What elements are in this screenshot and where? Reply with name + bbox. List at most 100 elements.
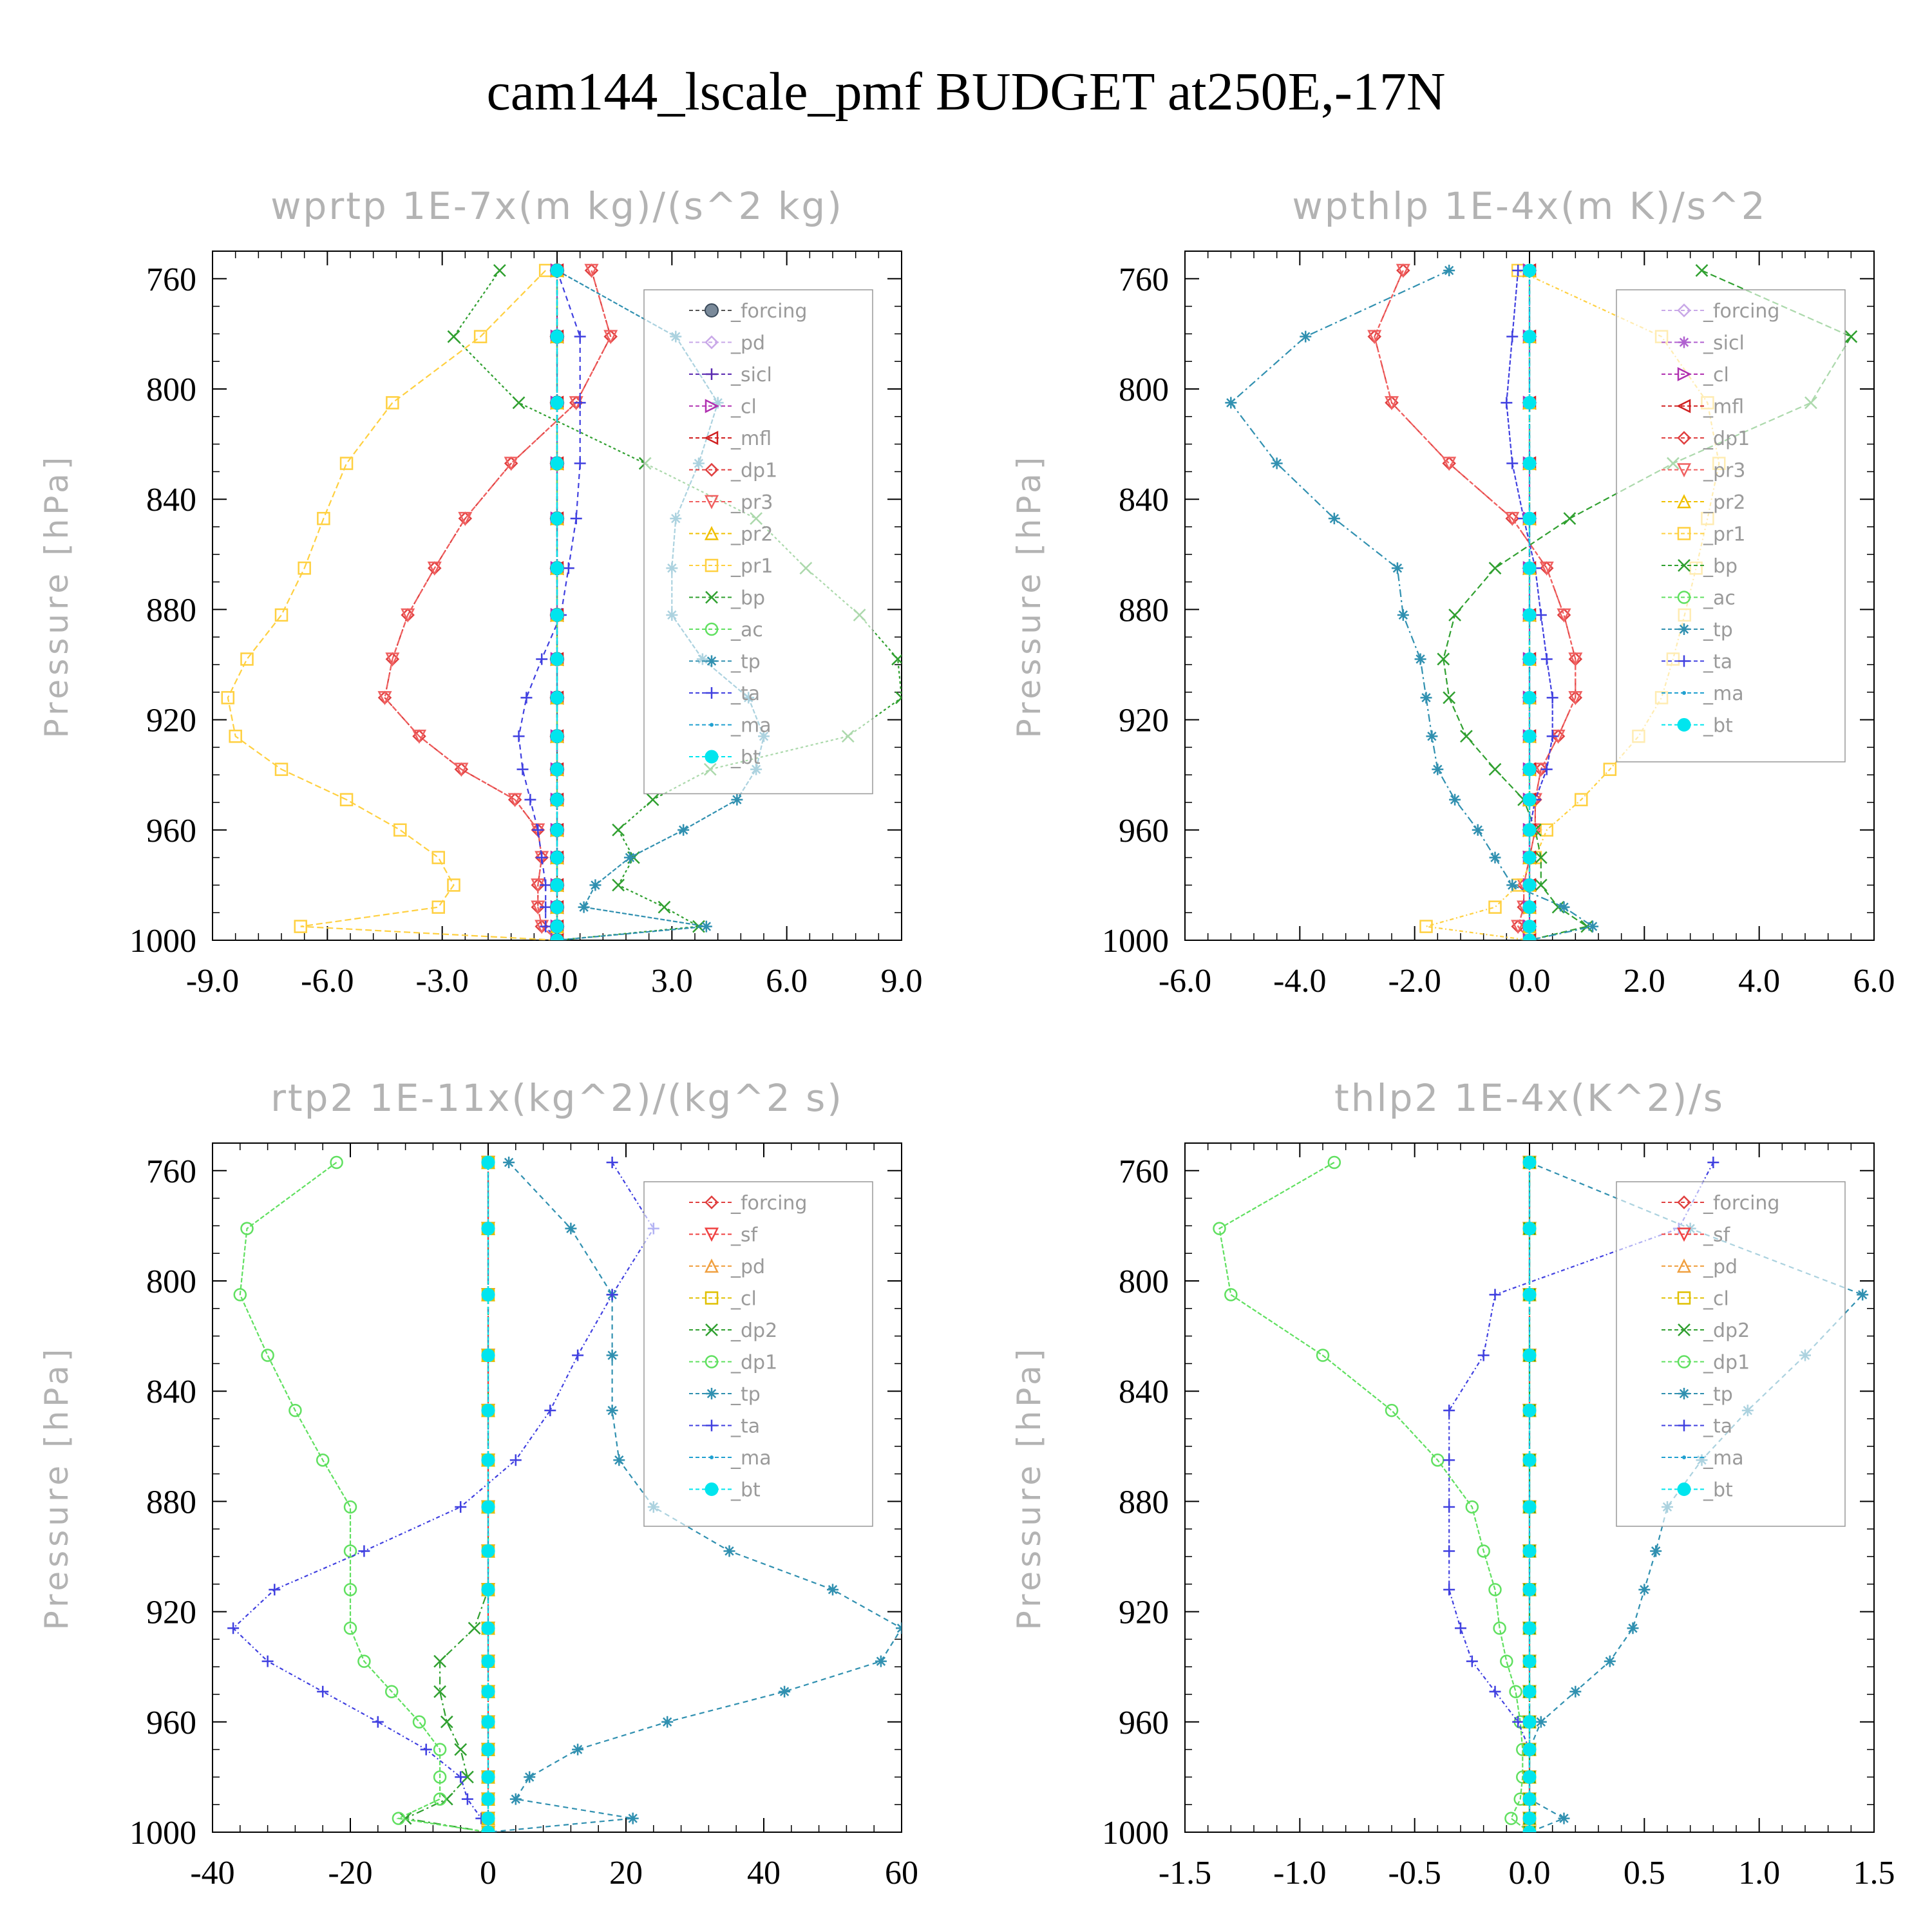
- data-point: [261, 1655, 274, 1667]
- y-tick-label: 840: [1119, 1374, 1169, 1410]
- data-point: [240, 652, 254, 666]
- data-point: [700, 920, 712, 933]
- data-point: [1522, 1403, 1537, 1417]
- data-point: [1505, 511, 1520, 526]
- legend-marker: [705, 622, 719, 636]
- data-point: [455, 1771, 467, 1783]
- series-tp: [1225, 264, 1599, 940]
- data-point: [481, 1770, 495, 1784]
- data-point: [1488, 900, 1502, 914]
- x-tick-label: -2.0: [1388, 963, 1441, 999]
- data-point: [1488, 762, 1502, 776]
- legend-marker: [705, 1291, 719, 1305]
- series-group: [227, 1155, 902, 1832]
- y-tick-label: 1000: [129, 923, 196, 960]
- data-point: [544, 1405, 556, 1417]
- legend-label: _bt: [1703, 1479, 1733, 1502]
- y-axis-label: Pressure [hPa]: [1010, 1345, 1048, 1631]
- y-tick-label: 920: [1119, 703, 1169, 739]
- data-point: [481, 1287, 495, 1302]
- data-point: [412, 730, 427, 744]
- legend-marker: [1677, 718, 1691, 732]
- data-point: [1512, 264, 1524, 276]
- data-point: [1522, 1500, 1537, 1514]
- data-point: [473, 330, 488, 343]
- data-point: [891, 652, 902, 666]
- legend-entry: _ac: [1662, 587, 1736, 610]
- legend-label: _sicl: [730, 364, 772, 386]
- data-point: [1448, 609, 1461, 621]
- data-point: [343, 1583, 357, 1596]
- legend-label: _sf: [730, 1224, 759, 1247]
- data-point: [377, 691, 392, 706]
- data-point: [658, 900, 671, 914]
- data-point: [1534, 878, 1548, 892]
- legend-label: _dp1: [730, 1352, 777, 1374]
- legend-marker: [705, 750, 719, 764]
- data-point: [274, 608, 289, 622]
- legend-marker: [1678, 559, 1690, 572]
- data-point: [1443, 264, 1455, 276]
- series-ta: [513, 264, 586, 940]
- data-point: [516, 763, 529, 775]
- figure-title: cam144_lscale_pmf BUDGET at250E,-17N: [486, 62, 1445, 122]
- data-point: [1695, 264, 1709, 277]
- panel-title: rtp2 1E-11x(kg^2)/(kg^2 s): [270, 1076, 844, 1120]
- data-point: [431, 851, 445, 864]
- legend-label: _ta: [730, 683, 760, 705]
- x-tick-label: -3.0: [416, 963, 469, 999]
- data-point: [1522, 1453, 1537, 1467]
- series-line: [1448, 1162, 1714, 1832]
- data-point: [420, 1743, 432, 1756]
- data-point: [433, 1654, 446, 1668]
- x-tick-label: -0.5: [1388, 1855, 1441, 1891]
- legend-entry: _pr3: [689, 491, 773, 514]
- data-point: [540, 901, 552, 913]
- legend-entry: _tp: [689, 1383, 761, 1406]
- data-point: [1511, 920, 1526, 934]
- legend-label: _dp1: [1703, 1352, 1750, 1374]
- legend-marker: [706, 1419, 717, 1432]
- legend-label: _ac: [1703, 587, 1736, 610]
- legend-label: _forcing: [1703, 300, 1779, 323]
- data-point: [1509, 1685, 1522, 1698]
- legend-entry: _cl: [689, 396, 757, 419]
- series-line: [227, 270, 558, 940]
- legend-entry: _pd: [689, 1256, 765, 1278]
- data-point: [550, 457, 564, 471]
- data-point: [454, 762, 469, 777]
- data-point: [1271, 457, 1283, 469]
- data-point: [1420, 692, 1432, 704]
- data-point: [550, 561, 564, 575]
- data-point: [330, 1155, 343, 1170]
- data-point: [1522, 933, 1537, 940]
- data-point: [524, 793, 536, 806]
- y-tick-label: 840: [146, 482, 196, 518]
- data-point: [1522, 1685, 1537, 1699]
- data-point: [562, 562, 574, 574]
- legend-entry: _forcing: [1662, 300, 1779, 323]
- data-point: [536, 653, 548, 665]
- data-point: [1857, 1289, 1869, 1301]
- data-point: [481, 1792, 495, 1806]
- data-point: [1522, 690, 1537, 705]
- data-point: [1522, 457, 1537, 471]
- legend-marker: [704, 526, 719, 540]
- data-point: [1443, 691, 1456, 705]
- data-point: [1493, 1622, 1506, 1635]
- data-point: [1522, 1287, 1537, 1302]
- legend-marker: [1682, 1455, 1686, 1459]
- data-point: [512, 396, 526, 410]
- data-point: [1540, 763, 1553, 775]
- series-line: [384, 270, 612, 940]
- legend-marker: [706, 687, 717, 699]
- data-point: [227, 1622, 240, 1634]
- data-point: [1522, 851, 1537, 865]
- legend-box: [1616, 1181, 1846, 1527]
- legend-box: [1616, 289, 1846, 762]
- data-point: [574, 457, 586, 469]
- data-point: [1522, 1825, 1537, 1832]
- data-point: [440, 1792, 453, 1806]
- data-point: [1563, 512, 1577, 526]
- legend-marker: [1682, 691, 1686, 695]
